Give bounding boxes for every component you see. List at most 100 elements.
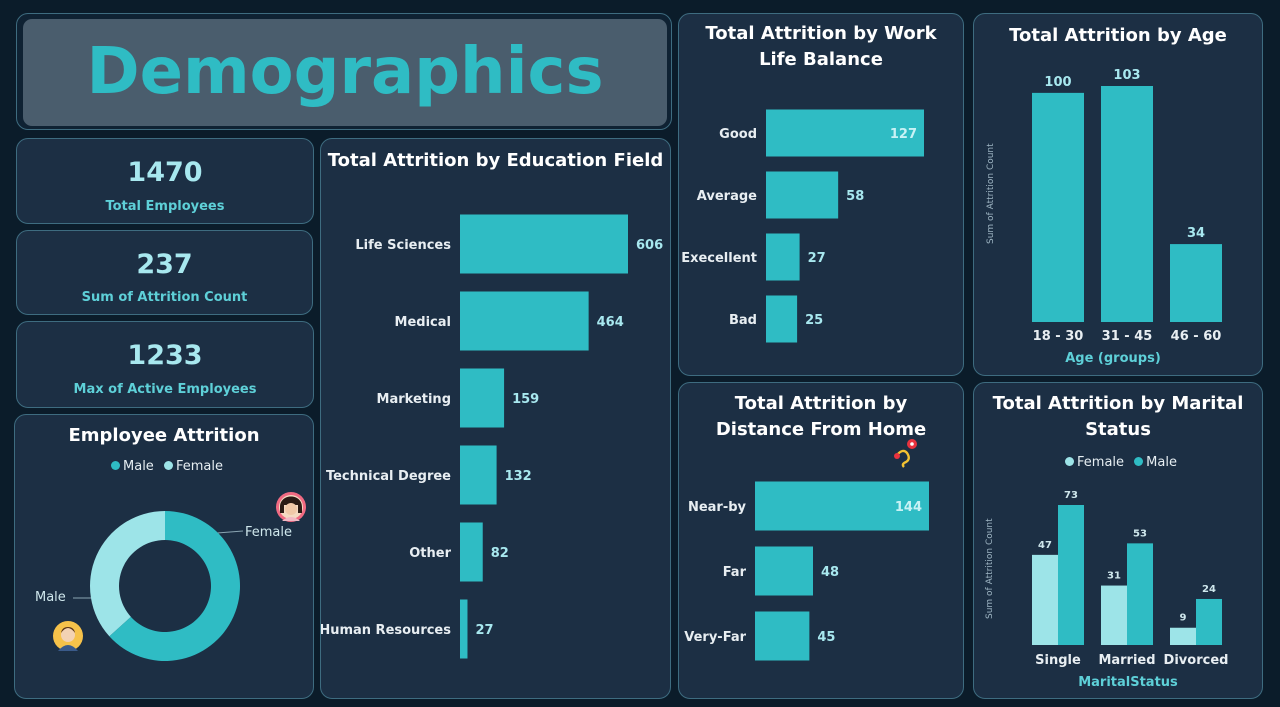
bar-female-married (1101, 585, 1127, 645)
bar-age-31-45 (1101, 86, 1153, 322)
category-label-execellent: Execellent (681, 251, 757, 266)
category-label-life-sciences: Life Sciences (355, 238, 451, 253)
category-label-near-by: Near-by (688, 500, 747, 515)
data-label-other: 82 (491, 546, 509, 561)
slice-label-male: Male (35, 590, 66, 605)
data-label-female-single: 47 (1038, 540, 1052, 551)
bar-good (766, 109, 924, 157)
bar-age-18-30 (1032, 92, 1084, 323)
category-label-marketing: Marketing (377, 392, 451, 407)
bar-female-divorced (1170, 627, 1196, 645)
data-label-age-46-60: 34 (1187, 226, 1205, 241)
legend-label-female: Female (175, 459, 223, 474)
bar-far (755, 546, 813, 596)
kpi-card-active-employees: 1233 Max of Active Employees (16, 321, 314, 408)
data-label-female-married: 31 (1107, 571, 1121, 582)
bar-medical (460, 291, 589, 351)
data-label-bad: 25 (805, 313, 823, 328)
data-label-very-far: 45 (817, 630, 835, 645)
tick-label-married: Married (1098, 653, 1155, 668)
age-chart-panel: Total Attrition by Age Sum of Attrition … (973, 13, 1263, 376)
tick-label-age-31-45: 31 - 45 (1102, 329, 1153, 344)
bar-male-married (1127, 543, 1153, 645)
tick-label-divorced: Divorced (1164, 653, 1229, 668)
banner-plate (23, 19, 667, 126)
category-label-good: Good (719, 127, 757, 142)
bar-male-divorced (1196, 598, 1222, 645)
y-axis-label: Sum of Attrition Count (985, 518, 995, 619)
data-label-medical: 464 (597, 315, 624, 330)
kpi-card-attrition-count: 237 Sum of Attrition Count (16, 230, 313, 315)
tick-label-age-46-60: 46 - 60 (1171, 329, 1222, 344)
kpi-value: 1470 (127, 157, 203, 188)
worklife-chart-panel: Total Attrition by Work Life Balance Goo… (678, 13, 964, 376)
kpi-card-total-employees: 1470 Total Employees (16, 138, 314, 224)
kpi-label: Sum of Attrition Count (81, 290, 248, 305)
data-label-life-sciences: 606 (636, 238, 663, 253)
tick-label-age-18-30: 18 - 30 (1033, 329, 1084, 344)
bar-very-far (755, 611, 810, 661)
y-axis-label: Sum of Attrition Count (986, 143, 996, 244)
distance-bar-chart: Near-by 144 Far 48 Very-Far 45 (684, 439, 929, 661)
legend-swatch-male (111, 461, 121, 470)
chart-legend: Male Female (15, 459, 313, 474)
data-label-male-single: 73 (1064, 490, 1078, 501)
banner-panel: Demographics (16, 13, 672, 130)
legend-label-male: Male (123, 459, 154, 474)
donut-slice-female (90, 511, 165, 637)
category-label-other: Other (409, 546, 451, 561)
education-chart-panel: Total Attrition by Education Field Life … (320, 138, 671, 699)
female-avatar-icon (276, 492, 306, 522)
data-label-male-married: 53 (1133, 528, 1147, 539)
bar-male-single (1058, 505, 1084, 645)
data-label-human-resources: 27 (475, 623, 493, 638)
kpi-label: Max of Active Employees (73, 382, 257, 397)
category-label-far: Far (723, 565, 747, 580)
bar-near-by (755, 481, 929, 531)
category-label-medical: Medical (395, 315, 451, 330)
bar-human-resources (460, 599, 468, 659)
attrition-donut-panel: Employee Attrition Male Female Male Fema… (14, 414, 314, 699)
bar-average (766, 171, 839, 219)
kpi-label: Total Employees (105, 199, 225, 214)
data-label-age-31-45: 103 (1113, 68, 1140, 83)
tick-label-single: Single (1035, 653, 1081, 668)
data-label-female-divorced: 9 (1180, 613, 1187, 624)
category-label-bad: Bad (729, 313, 757, 328)
bar-bad (766, 295, 798, 343)
chart-title: Total Attrition by Distance From Home (715, 393, 927, 440)
data-label-far: 48 (821, 565, 839, 580)
slice-label-female: Female (245, 525, 292, 540)
bar-technical-degree (460, 445, 497, 505)
legend-swatch-female (1065, 457, 1075, 466)
data-label-marketing: 159 (512, 392, 539, 407)
x-axis-label: Age (groups) (1065, 351, 1161, 366)
legend-label-female: Female (1077, 455, 1125, 470)
bar-marketing (460, 368, 505, 428)
data-label-technical-degree: 132 (505, 469, 532, 484)
legend-swatch-female (163, 461, 173, 470)
bar-other (460, 522, 483, 582)
education-bar-chart: Life Sciences 606 Medical 464 Marketing 159 Te… (321, 214, 663, 659)
bar-female-single (1032, 554, 1058, 645)
chart-title: Employee Attrition (68, 425, 260, 446)
bar-age-46-60 (1170, 244, 1222, 322)
age-bar-chart: Sum of Attrition Count Age (groups) 100 1… (986, 68, 1222, 366)
data-label-execellent: 27 (808, 251, 826, 266)
category-label-very-far: Very-Far (684, 630, 746, 645)
male-avatar-icon (53, 621, 83, 651)
page-title: Demographics (86, 35, 604, 109)
worklife-bar-chart: Good 127 Average 58 Execellent 27 Bad 25 (681, 109, 924, 343)
legend-label-male: Male (1146, 455, 1177, 470)
legend-swatch-male (1134, 457, 1144, 466)
route-pin-icon (894, 439, 917, 468)
marital-bar-chart: Sum of Attrition Count MaritalStatus 47 7… (985, 490, 1229, 690)
data-label-male-divorced: 24 (1202, 584, 1216, 595)
donut-chart: Male Female (35, 492, 306, 661)
leader-line-female (216, 530, 244, 534)
kpi-value: 237 (136, 249, 193, 280)
data-label-good: 127 (890, 127, 917, 142)
category-label-technical-degree: Technical Degree (326, 469, 451, 484)
chart-title: Total Attrition by Education Field (327, 150, 664, 171)
category-label-human-resources: Human Resources (321, 623, 451, 638)
